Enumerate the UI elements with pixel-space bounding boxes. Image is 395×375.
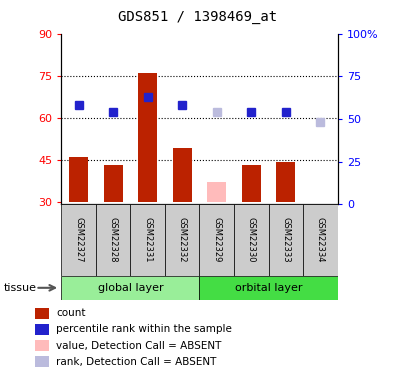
Text: GDS851 / 1398469_at: GDS851 / 1398469_at	[118, 10, 277, 24]
Text: GSM22334: GSM22334	[316, 217, 325, 263]
Bar	[103, 165, 122, 202]
Bar	[35, 324, 49, 335]
Bar	[130, 204, 165, 276]
Bar	[199, 204, 234, 276]
Text: rank, Detection Call = ABSENT: rank, Detection Call = ABSENT	[56, 357, 217, 367]
Bar	[138, 73, 157, 202]
Bar	[303, 204, 338, 276]
Bar	[69, 157, 88, 202]
Bar	[61, 276, 199, 300]
Text: percentile rank within the sample: percentile rank within the sample	[56, 324, 232, 334]
Text: GSM22328: GSM22328	[109, 217, 118, 263]
Bar	[276, 162, 295, 202]
Bar	[234, 204, 269, 276]
Text: GSM22327: GSM22327	[74, 217, 83, 263]
Text: GSM22332: GSM22332	[178, 217, 187, 263]
Bar	[35, 308, 49, 319]
Bar	[269, 204, 303, 276]
Text: GSM22329: GSM22329	[212, 217, 221, 262]
Bar	[173, 148, 192, 202]
Text: count: count	[56, 308, 86, 318]
Bar	[165, 204, 199, 276]
Bar	[35, 340, 49, 351]
Text: GSM22333: GSM22333	[281, 217, 290, 263]
Bar	[242, 165, 261, 202]
Text: orbital layer: orbital layer	[235, 283, 302, 293]
Text: global layer: global layer	[98, 283, 163, 293]
Bar	[96, 204, 130, 276]
Bar	[199, 276, 338, 300]
Bar	[35, 356, 49, 367]
Text: value, Detection Call = ABSENT: value, Detection Call = ABSENT	[56, 340, 222, 351]
Bar	[61, 204, 96, 276]
Text: GSM22331: GSM22331	[143, 217, 152, 263]
Text: GSM22330: GSM22330	[247, 217, 256, 263]
Bar	[207, 182, 226, 202]
Text: tissue: tissue	[4, 283, 37, 293]
